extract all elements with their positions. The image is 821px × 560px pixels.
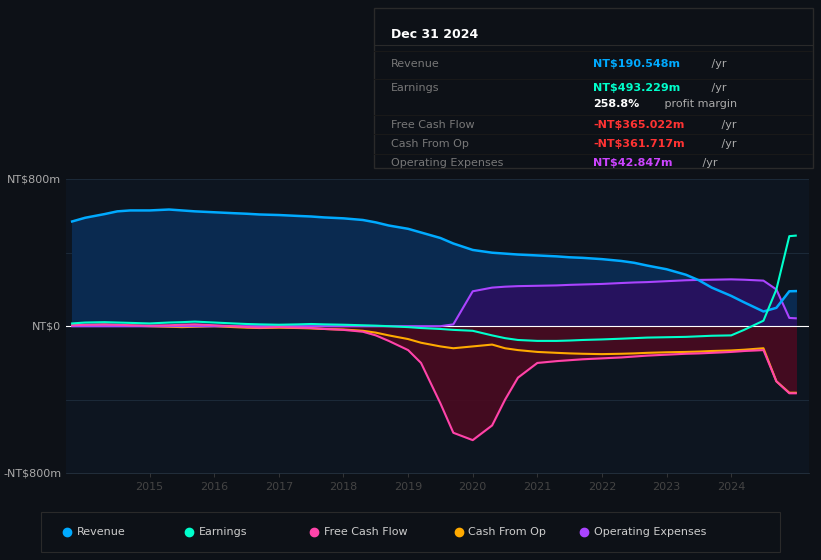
Text: Free Cash Flow: Free Cash Flow	[324, 527, 408, 537]
Text: NT$800m: NT$800m	[7, 174, 62, 184]
Text: /yr: /yr	[699, 158, 717, 168]
Text: /yr: /yr	[709, 83, 727, 93]
Text: Revenue: Revenue	[391, 59, 440, 69]
Text: Revenue: Revenue	[76, 527, 126, 537]
Text: -NT$800m: -NT$800m	[3, 468, 62, 478]
Text: NT$190.548m: NT$190.548m	[594, 59, 680, 69]
Text: Dec 31 2024: Dec 31 2024	[391, 27, 479, 40]
Text: NT$42.847m: NT$42.847m	[594, 158, 672, 168]
Text: /yr: /yr	[718, 139, 736, 149]
Text: /yr: /yr	[709, 59, 727, 69]
Text: NT$0: NT$0	[32, 321, 62, 331]
Text: /yr: /yr	[718, 120, 736, 130]
Text: Cash From Op: Cash From Op	[391, 139, 469, 149]
Text: Cash From Op: Cash From Op	[468, 527, 546, 537]
Text: Earnings: Earnings	[391, 83, 439, 93]
Text: profit margin: profit margin	[661, 99, 737, 109]
Text: Operating Expenses: Operating Expenses	[594, 527, 706, 537]
Text: Free Cash Flow: Free Cash Flow	[391, 120, 475, 130]
Text: -NT$361.717m: -NT$361.717m	[594, 139, 685, 149]
Text: NT$493.229m: NT$493.229m	[594, 83, 681, 93]
Text: -NT$365.022m: -NT$365.022m	[594, 120, 685, 130]
Text: Operating Expenses: Operating Expenses	[391, 158, 503, 168]
Text: 258.8%: 258.8%	[594, 99, 640, 109]
Text: Earnings: Earnings	[199, 527, 247, 537]
